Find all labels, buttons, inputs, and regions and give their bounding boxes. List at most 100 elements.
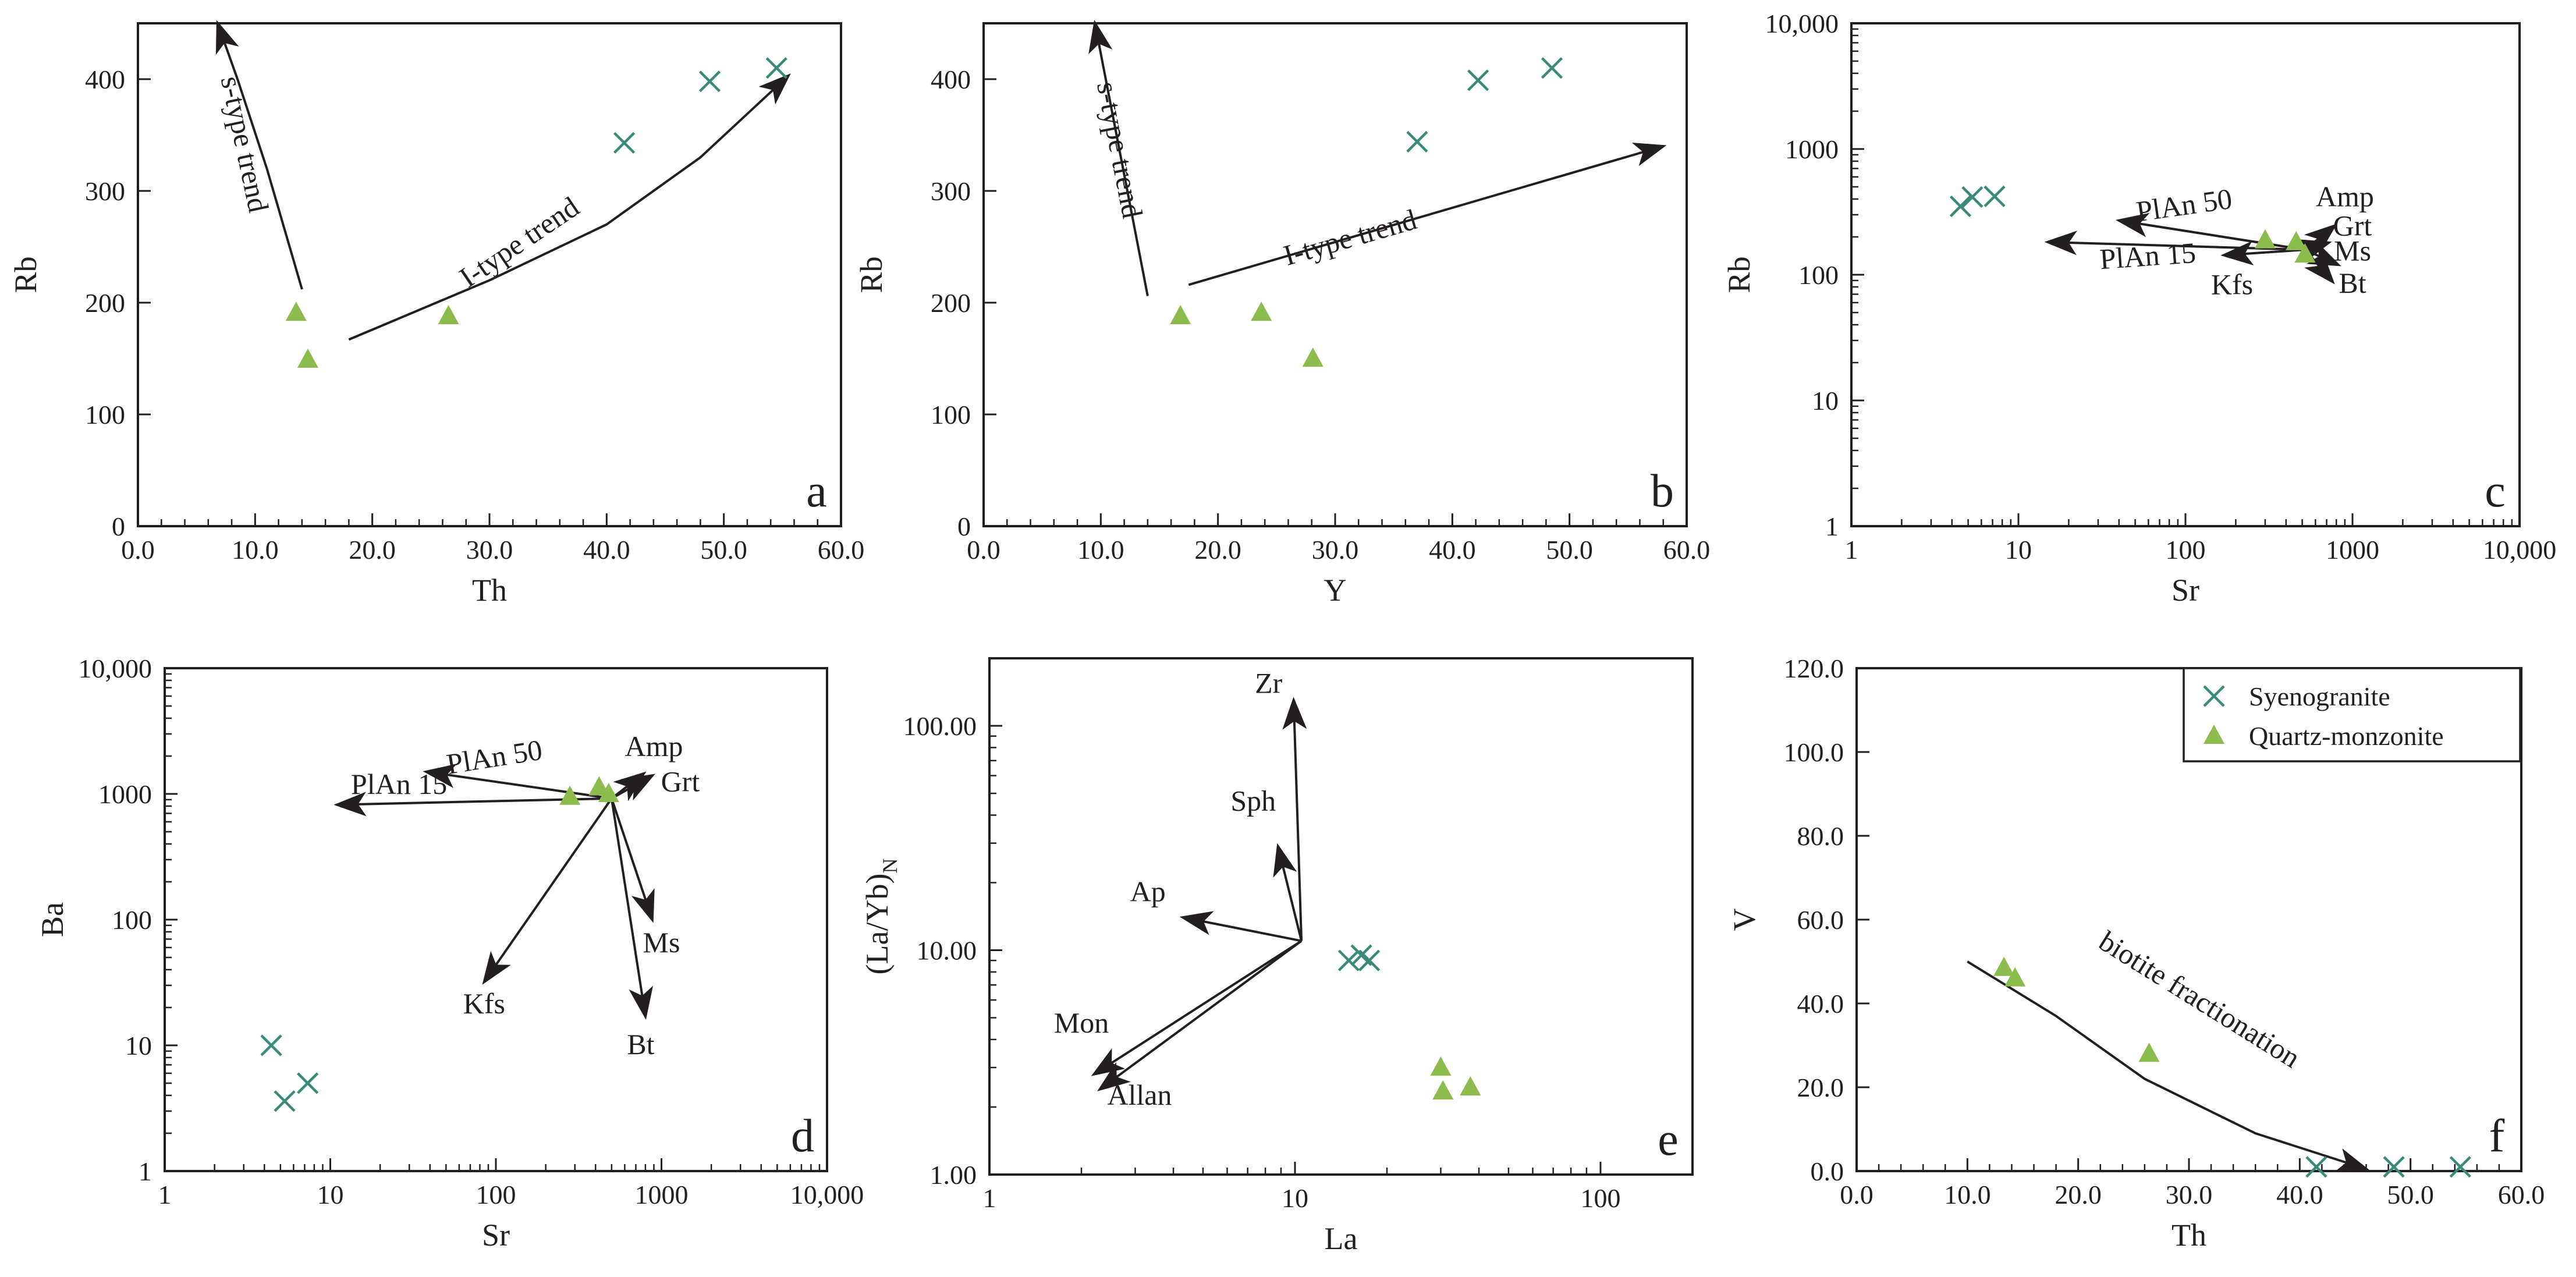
syenogranite-point: [1949, 195, 1972, 218]
quartz-monzonite-point: [1993, 956, 2015, 976]
trend-curve: [1188, 143, 1667, 286]
y-tick-label: 400: [931, 65, 971, 94]
chart-panel-a: 0.0 10.0 20.0 30.0 40.0 50.0 60.0 0 100 200 300 400…: [8, 20, 864, 608]
quartz-monzonite-point: [1251, 301, 1272, 321]
panel-label: f: [2489, 1111, 2505, 1162]
x-tick-label: 0.0: [967, 535, 1000, 565]
chart-annotation: PlAn 50: [444, 733, 544, 781]
chart-annotation: Ms: [2334, 234, 2371, 267]
panel-label: e: [1658, 1114, 1679, 1165]
y-axis-title: Ba: [35, 902, 70, 937]
y-tick-label: 20.0: [1797, 1073, 1844, 1102]
syenogranite-point: [765, 57, 787, 79]
chart-annotation: Amp: [2316, 180, 2374, 212]
chart-panel-b: 0.0 10.0 20.0 30.0 40.0 50.0 60.0 0 100 200 300 400…: [854, 20, 1710, 608]
syenogranite-point: [2449, 1156, 2471, 1178]
x-tick-label: 1: [158, 1180, 172, 1209]
trend-curve: [1967, 960, 2370, 1172]
vector-arrow: [610, 798, 654, 1020]
syenogranite-point: [1358, 949, 1381, 971]
x-axis-title: Y: [1324, 573, 1347, 608]
chart-annotation: s-type trend: [1091, 79, 1149, 221]
vector-arrow: [423, 764, 612, 800]
y-axis-title: Rb: [8, 256, 43, 293]
quartz-monzonite-point: [2294, 243, 2316, 263]
vector-arrow: [1091, 939, 1303, 1076]
syenogranite-point: [2305, 1156, 2327, 1178]
x-tick-label: 10: [1282, 1183, 1308, 1213]
syenogranite-point: [613, 132, 636, 154]
y-tick-label: 100.00: [903, 711, 977, 741]
vector-arrow: [482, 797, 613, 985]
x-tick-label: 50.0: [1546, 535, 1593, 565]
trend-curve: [215, 20, 303, 290]
y-tick-label: 100.0: [1784, 737, 1844, 767]
y-tick-label: 200: [931, 288, 971, 318]
chart-annotation: Kfs: [2211, 268, 2253, 300]
syenogranite-point: [274, 1090, 296, 1112]
y-tick-label: 0.0: [1811, 1157, 1844, 1186]
y-tick-label: 1000: [1785, 134, 1839, 164]
vector-arrow: [610, 798, 655, 923]
panel-label: b: [1651, 466, 1674, 517]
chart-annotation: Bt: [627, 1028, 654, 1060]
chart-annotation: Sph: [1230, 784, 1276, 817]
x-tick-label: 60.0: [2498, 1180, 2545, 1209]
chart-annotation: Ms: [643, 926, 680, 959]
legend-box: [2183, 667, 2521, 762]
chart-annotation: Bt: [2339, 267, 2366, 299]
y-tick-label: 120.0: [1784, 654, 1844, 683]
trend-curve: [348, 73, 791, 341]
x-tick-label: 50.0: [2387, 1180, 2434, 1209]
y-axis-title: V: [1727, 909, 1762, 931]
syenogranite-point: [698, 70, 721, 93]
x-axis-title: Th: [472, 573, 507, 608]
legend-triangle-marker: [2204, 725, 2224, 744]
plot-frame: [1850, 22, 2521, 527]
x-tick-label: 10.0: [1077, 535, 1124, 565]
x-tick-label: 1000: [635, 1180, 689, 1209]
chart-annotation: I-type trend: [1280, 203, 1420, 272]
legend-label: Quartz-monzonite: [2249, 721, 2444, 751]
vector-arrow: [1282, 697, 1307, 941]
chart-annotation: Mon: [1054, 1006, 1109, 1039]
chart-annotation: Grt: [2333, 210, 2372, 242]
chart-annotation: PlAn 15: [351, 768, 447, 800]
vector-arrow: [2044, 230, 2305, 256]
quartz-monzonite-point: [1432, 1080, 1454, 1099]
y-tick-label: 10,000: [79, 654, 152, 683]
x-tick-label: 1: [983, 1183, 996, 1213]
quartz-monzonite-point: [2286, 230, 2307, 250]
x-tick-label: 100: [476, 1180, 516, 1209]
chart-panel-d: 1 10 100 1000 10,000 1 10 100 1000 10,000 Sr Ba d PlA…: [35, 654, 864, 1253]
panel-label: c: [2485, 466, 2506, 517]
chart-annotation: s-type trend: [215, 73, 275, 215]
x-axis-title: Sr: [482, 1218, 510, 1253]
x-tick-label: 10,000: [2483, 535, 2557, 565]
chart-annotation: Allan: [1107, 1079, 1172, 1111]
y-tick-label: 1: [1825, 512, 1839, 541]
legend-x-marker: [2203, 685, 2225, 707]
syenogranite-point: [2383, 1156, 2405, 1178]
quartz-monzonite-point: [588, 776, 610, 796]
x-axis-title: La: [1325, 1221, 1358, 1256]
x-tick-label: 40.0: [2276, 1180, 2323, 1209]
syenogranite-point: [1984, 185, 2006, 207]
y-tick-label: 10: [125, 1031, 152, 1060]
y-tick-label: 1000: [98, 779, 152, 809]
vector-arrow: [2220, 241, 2305, 266]
x-tick-label: 0.0: [1840, 1180, 1874, 1209]
x-tick-label: 100: [2166, 535, 2206, 565]
y-tick-label: 0: [112, 512, 125, 541]
y-tick-label: 10: [1812, 386, 1839, 416]
chart-annotation: Zr: [1255, 667, 1283, 700]
vector-arrow: [1179, 911, 1302, 942]
x-axis-title: Th: [2171, 1218, 2206, 1253]
quartz-monzonite-point: [598, 783, 619, 802]
x-tick-label: 40.0: [583, 535, 630, 565]
x-tick-label: 30.0: [466, 535, 513, 565]
chart-annotation: biotite fractionation: [2094, 924, 2306, 1074]
syenogranite-point: [1961, 186, 1984, 208]
syenogranite-point: [260, 1034, 282, 1056]
plot-frame: [988, 657, 1694, 1176]
